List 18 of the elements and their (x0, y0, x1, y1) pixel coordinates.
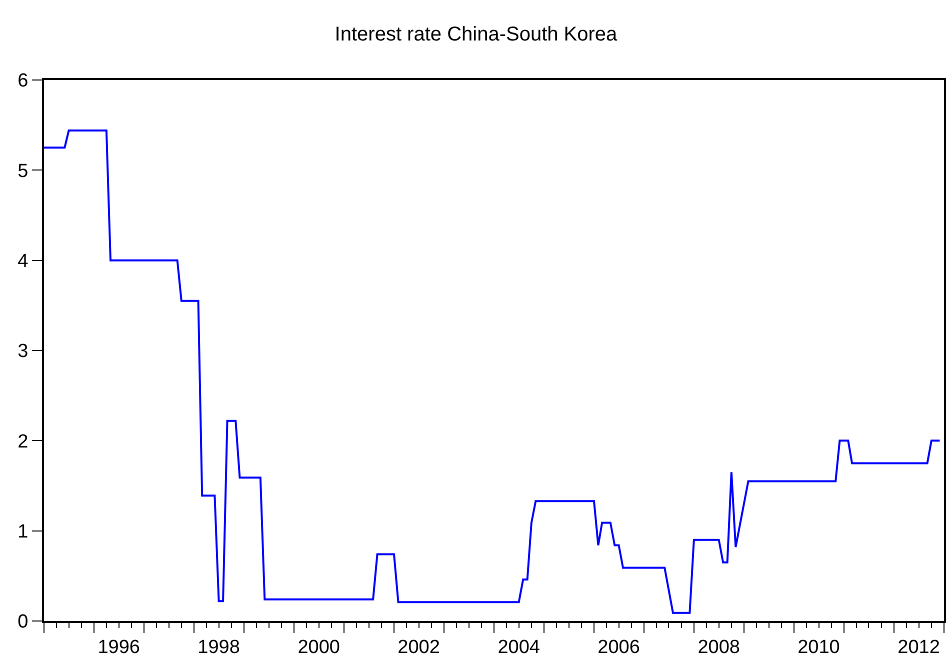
y-tick-label: 5 (18, 160, 28, 182)
y-tick-label: 4 (18, 250, 29, 272)
y-tick-label: 6 (18, 70, 28, 92)
x-tick-label: 2008 (698, 637, 740, 658)
x-tick-label: 2010 (798, 637, 840, 658)
x-tick-label: 2004 (498, 637, 540, 658)
chart-title: Interest rate China-South Korea (334, 24, 618, 46)
line-series (44, 129, 941, 614)
x-tick-label: 1998 (198, 637, 240, 658)
y-tick-label: 0 (18, 612, 28, 633)
x-tick-label: 2000 (298, 637, 340, 658)
x-tick-label: 2012 (898, 637, 940, 658)
y-tick-label: 1 (18, 521, 28, 542)
x-tick-label: 2002 (398, 637, 440, 658)
y-tick-label: 3 (18, 341, 28, 362)
x-tick-label: 1996 (98, 637, 140, 658)
x-tick-label: 2006 (598, 637, 640, 658)
y-tick-label: 2 (18, 431, 28, 452)
